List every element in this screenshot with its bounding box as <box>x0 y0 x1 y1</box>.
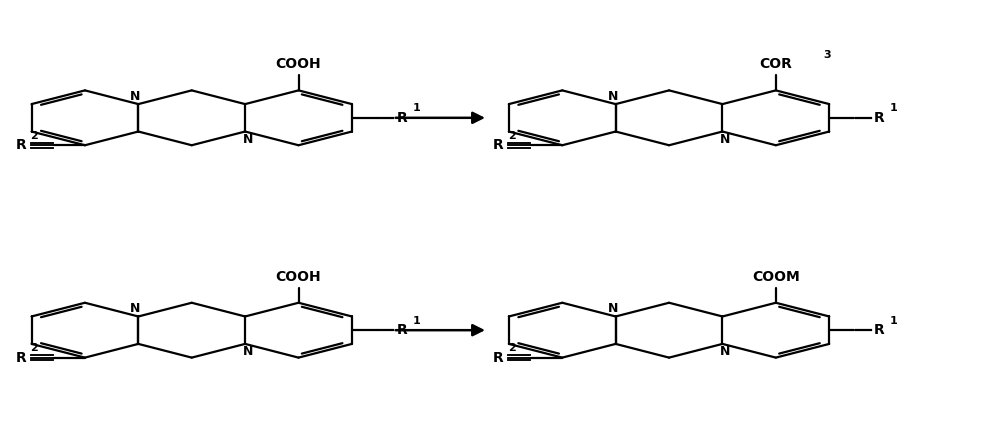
Text: 2: 2 <box>508 131 516 141</box>
Text: R: R <box>16 138 26 152</box>
Text: 1: 1 <box>890 103 898 113</box>
Text: 1: 1 <box>890 315 898 326</box>
Text: R: R <box>16 351 26 365</box>
Text: N: N <box>130 302 140 315</box>
Text: N: N <box>720 133 731 146</box>
Text: 2: 2 <box>508 343 516 353</box>
Text: N: N <box>607 90 618 103</box>
Text: COOM: COOM <box>752 270 800 284</box>
Text: COOH: COOH <box>276 270 321 284</box>
Text: N: N <box>607 302 618 315</box>
Text: R: R <box>493 138 504 152</box>
Text: N: N <box>720 345 731 358</box>
Text: R: R <box>493 351 504 365</box>
Text: COR: COR <box>759 57 792 71</box>
Text: 2: 2 <box>30 131 38 141</box>
Text: COOH: COOH <box>276 57 321 71</box>
Text: 3: 3 <box>823 50 831 60</box>
Text: 2: 2 <box>30 343 38 353</box>
Text: R: R <box>397 323 408 337</box>
Text: 1: 1 <box>413 103 421 113</box>
Text: 1: 1 <box>413 315 421 326</box>
Text: N: N <box>243 345 253 358</box>
Text: N: N <box>130 90 140 103</box>
Text: R: R <box>874 111 885 125</box>
Text: R: R <box>874 323 885 337</box>
Text: R: R <box>397 111 408 125</box>
Text: N: N <box>243 133 253 146</box>
